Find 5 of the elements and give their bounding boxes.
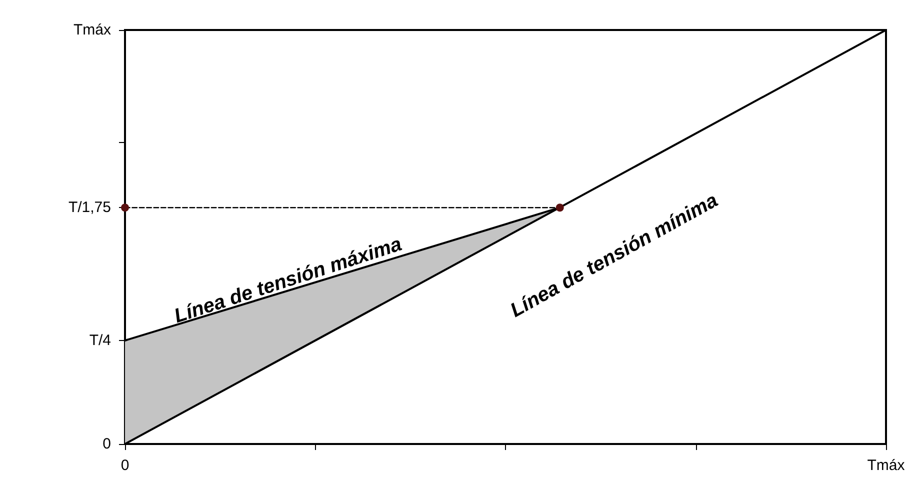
text: T/1,75 (68, 199, 111, 216)
text: T/4 (89, 332, 111, 349)
annotation: Línea de tensión máxima (172, 233, 404, 328)
text: 0 (102, 436, 111, 452)
text: Tmáx (74, 22, 112, 38)
